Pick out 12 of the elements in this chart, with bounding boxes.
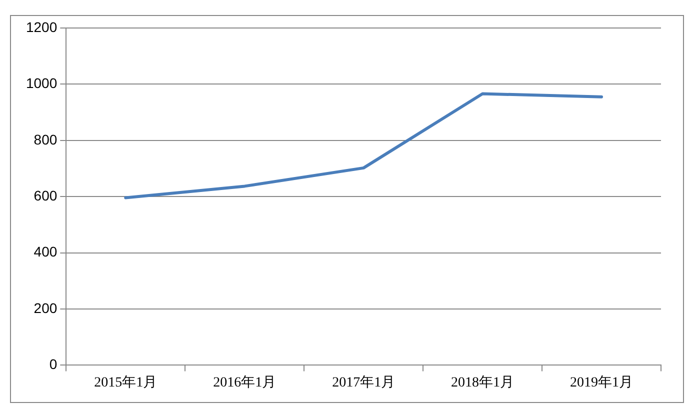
y-tick-label: 600 — [34, 187, 58, 204]
x-tick-label: 2015年1月 — [94, 374, 158, 390]
x-tick-label: 2017年1月 — [332, 374, 396, 390]
x-tick-label: 2016年1月 — [213, 374, 276, 390]
y-tick-label: 200 — [34, 300, 58, 316]
x-tick-label: 2018年1月 — [451, 374, 514, 390]
y-tick-label: 400 — [34, 244, 58, 260]
y-tick-label: 0 — [49, 356, 58, 372]
y-tick-label: 1000 — [26, 75, 58, 92]
x-tick-label: 2019年1月 — [570, 374, 634, 390]
y-tick-label: 800 — [34, 131, 58, 148]
y-tick-label: 1200 — [26, 18, 58, 35]
